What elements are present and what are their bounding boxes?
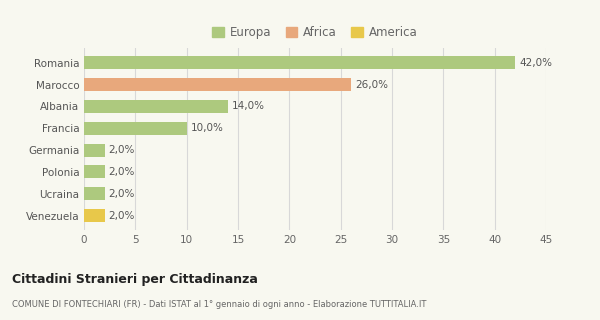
Bar (84, 78, 351, 91)
Text: 10,0%: 10,0% (191, 123, 224, 133)
Text: COMUNE DI FONTECHIARI (FR) - Dati ISTAT al 1° gennaio di ogni anno - Elaborazion: COMUNE DI FONTECHIARI (FR) - Dati ISTAT … (12, 300, 427, 309)
Bar (84, 144, 104, 157)
Text: 26,0%: 26,0% (355, 80, 388, 90)
Text: 2,0%: 2,0% (109, 167, 135, 177)
Text: 14,0%: 14,0% (232, 101, 265, 111)
Legend: Europa, Africa, America: Europa, Africa, America (208, 21, 422, 44)
Bar (84, 187, 104, 200)
Text: 42,0%: 42,0% (520, 58, 553, 68)
Text: 2,0%: 2,0% (109, 145, 135, 155)
Text: 2,0%: 2,0% (109, 211, 135, 220)
Bar (84, 56, 515, 69)
Bar (84, 165, 104, 179)
Bar (84, 122, 187, 135)
Bar (84, 209, 104, 222)
Text: 2,0%: 2,0% (109, 189, 135, 199)
Bar (84, 100, 228, 113)
Text: Cittadini Stranieri per Cittadinanza: Cittadini Stranieri per Cittadinanza (12, 273, 258, 286)
